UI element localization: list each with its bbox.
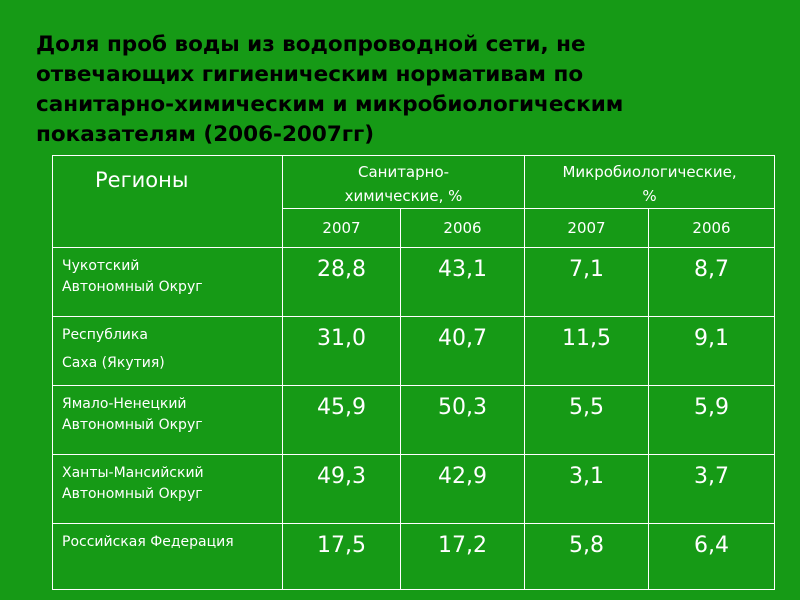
region-name-line2: Саха (Якутия) (62, 355, 165, 371)
value-cell: 3,1 (524, 454, 650, 524)
value-cell: 40,7 (399, 316, 526, 386)
title-line-2: отвечающих гигиеническим нормативам по (36, 62, 584, 87)
value-cell: 3,7 (648, 454, 776, 524)
region-name: Ханты-Мансийский Автономный Округ (52, 454, 283, 524)
header-sanitary-line1: Санитарно- (357, 163, 450, 181)
header-micro-line1: Микробиологические, (562, 163, 737, 181)
value-cell: 31,0 (282, 316, 401, 386)
region-name-line2: Автономный Округ (62, 486, 203, 502)
region-name-line1: Ханты-Мансийский (62, 465, 204, 481)
header-microbiological: Микробиологические,% (524, 155, 776, 209)
header-row-years: 2007 2006 2007 2006 (53, 208, 776, 248)
value-cell: 11,5 (524, 316, 650, 386)
region-name-line1: Чукотский (62, 258, 140, 274)
region-name: Республика Саха (Якутия) (52, 316, 283, 386)
value-cell: 9,1 (648, 316, 776, 386)
page-title: Доля проб воды из водопроводной сети, не… (36, 30, 776, 150)
header-sanitary-chemical: Санитарно-химические, % (281, 155, 526, 209)
region-name: Ямало-Ненецкий Автономный Округ (52, 385, 283, 455)
header-year: 2007 (524, 208, 650, 248)
table-row: Ямало-Ненецкий Автономный Округ 45,9 50,3… (52, 385, 776, 455)
value-cell: 17,2 (399, 523, 526, 590)
value-cell: 5,8 (524, 523, 650, 590)
header-sanitary-line2: химические, % (344, 187, 463, 205)
header-micro-line2: % (642, 187, 657, 205)
region-name: Чукотский Автономный Округ (52, 247, 283, 317)
value-cell: 43,1 (399, 247, 526, 317)
header-year: 2007 (282, 208, 401, 248)
value-cell: 50,3 (399, 385, 526, 455)
header-year: 2006 (648, 208, 776, 248)
region-name-line1: Республика (62, 327, 148, 343)
header-regions: Регионы (52, 155, 283, 248)
value-cell: 6,4 (648, 523, 776, 590)
value-cell: 28,8 (282, 247, 401, 317)
region-name-line2: Автономный Округ (62, 417, 203, 433)
value-cell: 49,3 (282, 454, 401, 524)
title-line-4: показателям (2006-2007гг) (36, 122, 375, 147)
value-cell: 17,5 (282, 523, 401, 590)
table-row: Чукотский Автономный Округ 28,8 43,1 7,1 … (52, 247, 776, 317)
header-year: 2006 (399, 208, 526, 248)
data-table: Регионы Санитарно-химические, % Микробио… (52, 155, 776, 590)
value-cell: 5,9 (648, 385, 776, 455)
title-line-3: санитарно-химическим и микробиологически… (36, 92, 624, 117)
table-row: Ханты-Мансийский Автономный Округ 49,3 42… (52, 454, 776, 524)
region-name-line1: Российская Федерация (62, 534, 234, 550)
value-cell: 5,5 (524, 385, 650, 455)
title-line-1: Доля проб воды из водопроводной сети, не (36, 32, 586, 57)
value-cell: 42,9 (399, 454, 526, 524)
table-row: Республика Саха (Якутия) 31,0 40,7 11,5 9… (52, 316, 776, 386)
value-cell: 45,9 (282, 385, 401, 455)
region-name-line2: Автономный Округ (62, 279, 203, 295)
table-row: Российская Федерация 17,5 17,2 5,8 6,4 (52, 523, 776, 590)
value-cell: 7,1 (524, 247, 650, 317)
header-row-groups: Регионы Санитарно-химические, % Микробио… (52, 155, 776, 248)
region-name: Российская Федерация (52, 523, 283, 590)
header-regions-label: Регионы (95, 168, 189, 192)
region-name-line1: Ямало-Ненецкий (62, 396, 187, 412)
value-cell: 8,7 (648, 247, 776, 317)
